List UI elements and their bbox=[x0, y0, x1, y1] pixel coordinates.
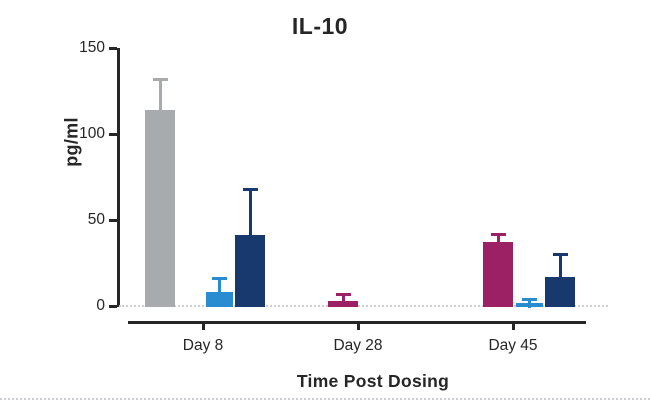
error-bar-line bbox=[158, 78, 162, 115]
error-bar-line bbox=[341, 293, 345, 306]
y-axis-line bbox=[117, 48, 120, 307]
bar-light-blue-day-45 bbox=[516, 302, 543, 307]
bar-magenta-day-28 bbox=[328, 300, 358, 307]
bar-magenta-day-45 bbox=[483, 242, 513, 307]
y-tick-mark bbox=[109, 46, 117, 50]
x-tick-mark bbox=[511, 322, 515, 330]
zero-baseline-dotted bbox=[119, 305, 608, 307]
y-tick-label: 0 bbox=[96, 297, 105, 314]
error-bar-cap bbox=[552, 253, 568, 257]
error-bar-cap bbox=[152, 77, 168, 81]
error-bar-line bbox=[218, 278, 221, 298]
x-tick-mark bbox=[356, 322, 360, 330]
chart-title: IL-10 bbox=[291, 13, 349, 39]
x-tick-label: Day 8 bbox=[182, 337, 224, 354]
bar-dark-blue-day-8 bbox=[235, 235, 265, 307]
x-tick-label: Day 45 bbox=[488, 337, 538, 354]
error-bar-line bbox=[496, 233, 500, 248]
x-tick-mark bbox=[201, 322, 205, 330]
y-tick-mark bbox=[109, 132, 117, 136]
bar-gray-day-8 bbox=[145, 109, 175, 307]
y-tick-mark bbox=[109, 304, 117, 308]
x-axis-label: Time Post Dosing bbox=[296, 371, 450, 391]
error-bar-line bbox=[248, 189, 252, 241]
bar-dark-blue-day-45 bbox=[545, 276, 575, 307]
y-tick-label: 100 bbox=[79, 125, 105, 142]
error-bar-cap bbox=[242, 188, 258, 192]
error-bar-line bbox=[558, 254, 562, 282]
error-bar-cap bbox=[212, 277, 227, 281]
y-tick-mark bbox=[109, 218, 117, 222]
bar-light-blue-day-8 bbox=[206, 292, 233, 307]
error-bar-cap bbox=[490, 232, 506, 236]
scan-artifact-dotted-line bbox=[0, 398, 650, 400]
y-tick-label: 50 bbox=[87, 211, 105, 228]
y-tick-label: 150 bbox=[79, 39, 105, 56]
x-tick-label: Day 28 bbox=[333, 337, 383, 354]
error-bar-cap bbox=[522, 298, 537, 302]
error-bar-cap bbox=[335, 292, 351, 296]
